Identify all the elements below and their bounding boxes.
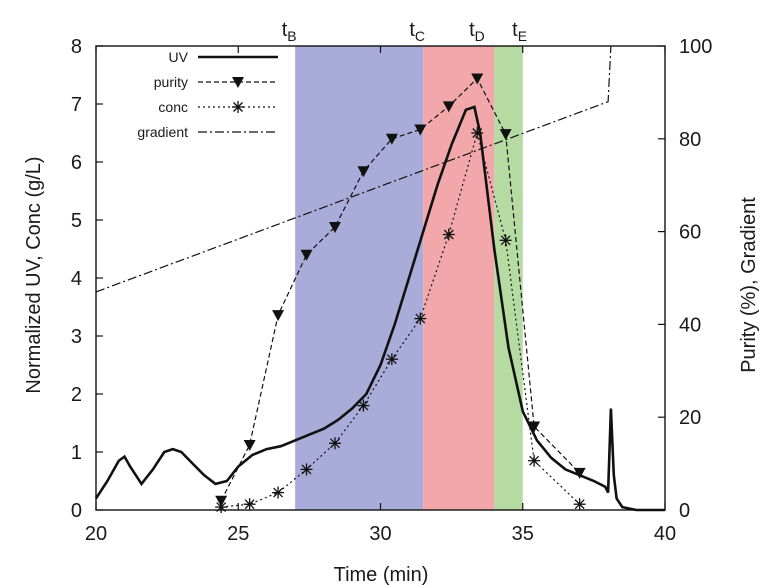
legend-label-gradient: gradient — [137, 124, 188, 140]
series-gradient-line — [95, 45, 612, 293]
y-left-tick-label: 7 — [71, 94, 82, 116]
y-left-tick-label: 5 — [71, 210, 82, 232]
x-tick-label: 35 — [512, 523, 534, 545]
conc-point — [499, 234, 512, 247]
y-right-tick-label: 80 — [679, 129, 701, 151]
marker-label-e: tE — [512, 19, 527, 44]
x-tick-label: 20 — [85, 523, 107, 545]
y-right-tick-label: 20 — [679, 407, 701, 429]
series-UV-line — [94, 105, 665, 512]
x-tick-label: 40 — [654, 523, 676, 545]
legend-marker-purity — [232, 77, 244, 88]
conc-point — [414, 312, 427, 325]
y-left-tick-label: 1 — [71, 442, 82, 464]
band-c — [423, 46, 495, 510]
purity-point — [357, 166, 370, 178]
purity-point — [528, 421, 541, 433]
y-left-tick-label: 6 — [71, 152, 82, 174]
conc-point — [528, 454, 541, 467]
legend-label-conc: conc — [158, 99, 188, 115]
y-right-tick-label: 60 — [679, 222, 701, 244]
conc-point — [471, 127, 484, 139]
conc-point — [328, 437, 341, 450]
purity-point — [272, 310, 285, 322]
y-left-tick-label: 3 — [71, 326, 82, 348]
purity-point — [414, 124, 427, 136]
band-b — [295, 46, 424, 510]
conc-point — [300, 463, 313, 476]
purity-point — [499, 129, 512, 141]
conc-point — [272, 486, 285, 499]
y-left-tick-label: 4 — [71, 268, 82, 290]
y-right-tick-label: 40 — [679, 314, 701, 336]
marker-label-d: tD — [469, 19, 485, 44]
conc-point — [215, 501, 228, 514]
conc-point — [385, 353, 398, 366]
legend: UV purity conc gradient — [137, 49, 278, 140]
x-tick-label: 30 — [369, 523, 391, 545]
y-axis-right-title: Purity (%), Gradient — [738, 197, 760, 373]
conc-point — [442, 228, 455, 241]
conc-point — [243, 498, 256, 511]
legend-label-purity: purity — [154, 74, 188, 90]
y-left-tick-label: 0 — [71, 500, 82, 522]
conc-point — [357, 399, 370, 412]
purity-point — [328, 221, 341, 233]
x-axis-title: Time (min) — [334, 564, 429, 585]
purity-point — [385, 133, 398, 145]
purity-point — [573, 467, 586, 479]
x-tick-label: 25 — [227, 523, 249, 545]
marker-label-c: tC — [409, 19, 425, 44]
series-layer — [94, 45, 665, 514]
bands-layer: tB tC tD tE — [282, 19, 527, 510]
legend-marker-conc — [232, 101, 244, 113]
purity-point — [243, 440, 256, 452]
purity-point — [442, 101, 455, 113]
y-right-tick-label: 0 — [679, 500, 690, 522]
conc-point — [573, 498, 586, 511]
y-left-tick-label: 8 — [71, 36, 82, 58]
y-left-tick-label: 2 — [71, 384, 82, 406]
purity-point — [300, 249, 313, 261]
legend-label-UV: UV — [169, 49, 189, 65]
purity-point — [471, 73, 484, 85]
y-axis-left-title: Normalized UV, Conc (g/L) — [23, 156, 45, 393]
y-right-tick-label: 100 — [679, 36, 712, 58]
marker-label-b: tB — [282, 19, 297, 44]
